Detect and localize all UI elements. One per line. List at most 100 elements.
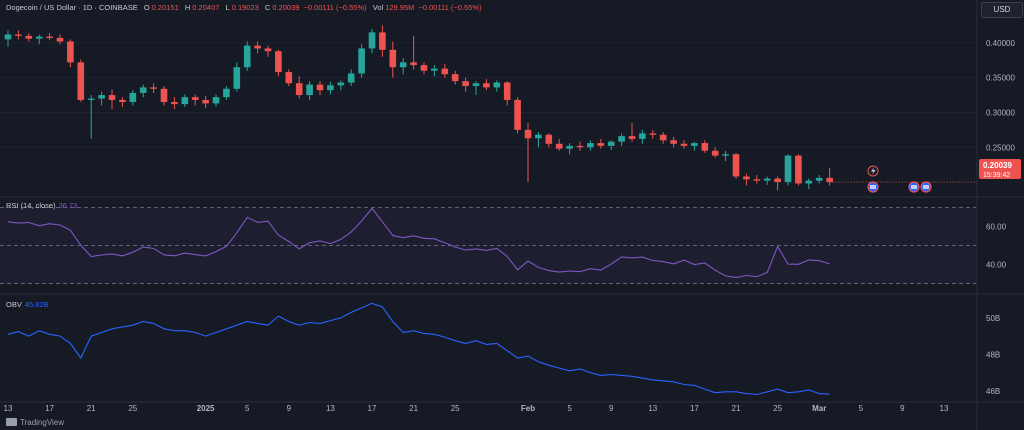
candle-body bbox=[399, 62, 407, 68]
symbol-title[interactable]: Dogecoin / US Dollar · 1D · COINBASE bbox=[6, 3, 138, 12]
tradingview-branding[interactable]: TradingView bbox=[6, 418, 64, 427]
candle-body bbox=[826, 177, 833, 183]
candle-body bbox=[379, 32, 386, 50]
candle-body bbox=[119, 99, 126, 103]
lightning-glyph bbox=[871, 167, 876, 175]
candle-body bbox=[587, 143, 594, 148]
obv-tick-label: 50B bbox=[986, 314, 1000, 323]
candle-body bbox=[503, 82, 511, 100]
candle-body bbox=[732, 154, 740, 177]
us-flag-stripes bbox=[923, 185, 929, 189]
open-label: O bbox=[143, 3, 150, 12]
candle-body bbox=[202, 99, 209, 104]
time-tick-label: 25 bbox=[128, 404, 137, 413]
time-tick-label: 13 bbox=[648, 404, 657, 413]
candle-body bbox=[150, 87, 157, 89]
event-markers[interactable] bbox=[867, 165, 932, 193]
candle-body bbox=[98, 95, 105, 99]
candle-body bbox=[15, 34, 22, 36]
time-tick-label: 17 bbox=[368, 404, 377, 413]
candle-body bbox=[285, 72, 293, 84]
time-tick-label: 25 bbox=[451, 404, 460, 413]
candle-body bbox=[628, 136, 636, 139]
candle-body bbox=[639, 133, 646, 139]
us-flag-stripes bbox=[911, 185, 917, 189]
candle-body bbox=[618, 136, 625, 142]
time-tick-label: Feb bbox=[521, 404, 535, 413]
change-value: −0.00111 (−0.55%) bbox=[303, 3, 367, 12]
candle-body bbox=[87, 98, 95, 100]
candle-body bbox=[514, 99, 521, 130]
rsi-legend[interactable]: RSI (14, close) 36.73 bbox=[6, 201, 77, 210]
candle-body bbox=[410, 62, 417, 66]
candle-body bbox=[347, 73, 355, 83]
candle-body bbox=[649, 133, 657, 135]
candle-body bbox=[472, 83, 480, 87]
candle-body bbox=[545, 134, 553, 144]
candle-body bbox=[67, 41, 74, 63]
candle-body bbox=[441, 68, 449, 75]
candle-body bbox=[597, 143, 605, 146]
candle-body bbox=[795, 155, 802, 184]
price-pane[interactable]: 0.25000 0.30000 0.35000 0.40000 bbox=[0, 25, 1015, 191]
candle-body bbox=[160, 88, 168, 103]
candle-body bbox=[25, 35, 33, 39]
candle-body bbox=[701, 143, 709, 151]
currency-button[interactable]: USD bbox=[981, 2, 1023, 18]
candle-body bbox=[181, 97, 189, 105]
candle-body bbox=[743, 176, 750, 180]
candle-body bbox=[56, 37, 64, 42]
obv-name[interactable]: OBV bbox=[6, 300, 22, 309]
time-tick-label: 13 bbox=[940, 404, 949, 413]
rsi-tick-label: 40.00 bbox=[986, 261, 1007, 270]
candle-body bbox=[212, 97, 220, 104]
candle-body bbox=[763, 178, 771, 181]
rsi-tick-label: 60.00 bbox=[986, 223, 1007, 232]
candle-body bbox=[691, 143, 698, 146]
obv-tick-label: 48B bbox=[986, 350, 1000, 359]
candle-body bbox=[108, 95, 116, 100]
candle-body bbox=[316, 84, 324, 91]
candle-body bbox=[139, 87, 147, 93]
candle-body bbox=[607, 141, 615, 146]
candle-body bbox=[805, 180, 813, 184]
last-price-badge bbox=[979, 159, 1021, 179]
vol-label: Vol bbox=[372, 3, 384, 12]
price-tick-label: 0.40000 bbox=[986, 39, 1015, 48]
obv-legend[interactable]: OBV 45.82B bbox=[6, 300, 49, 309]
obv-line bbox=[7, 302, 830, 396]
time-tick-label: 5 bbox=[567, 404, 572, 413]
candle-body bbox=[358, 48, 365, 74]
candle-body bbox=[389, 49, 397, 68]
candle-body bbox=[420, 65, 428, 71]
time-tick-label: 13 bbox=[326, 404, 335, 413]
candle-body bbox=[483, 83, 490, 88]
time-tick-label: 21 bbox=[732, 404, 741, 413]
time-tick-label: 9 bbox=[609, 404, 614, 413]
candle-body bbox=[337, 82, 345, 86]
price-tick-label: 0.25000 bbox=[986, 143, 1015, 152]
rsi-pane[interactable]: 40.00 60.00 bbox=[0, 207, 1007, 284]
open-value: 0.20151 bbox=[151, 3, 179, 12]
candle-body bbox=[815, 177, 823, 181]
us-flag-stripes bbox=[870, 185, 876, 189]
candle-body bbox=[659, 134, 667, 141]
time-axis[interactable]: 13 17 21 25 2025 5 9 13 17 21 25 Feb 5 9 13 17 21 25 Mar 5 9… bbox=[4, 404, 949, 413]
time-tick-label: 17 bbox=[690, 404, 699, 413]
price-tick-label: 0.30000 bbox=[986, 108, 1015, 117]
vol-change-value: −0.00111 (−0.55%) bbox=[418, 3, 482, 12]
candle-body bbox=[670, 140, 677, 144]
time-tick-label: 25 bbox=[773, 404, 782, 413]
rsi-name[interactable]: RSI (14, close) bbox=[6, 201, 56, 210]
time-tick-label: 13 bbox=[4, 404, 13, 413]
close-value: 0.20039 bbox=[272, 3, 300, 12]
symbol-legend[interactable]: Dogecoin / US Dollar · 1D · COINBASE O 0.… bbox=[6, 3, 482, 12]
candle-body bbox=[191, 97, 199, 100]
last-price-countdown: 15:39:42 bbox=[983, 172, 1010, 179]
low-label: L bbox=[225, 3, 230, 12]
time-tick-label: 5 bbox=[859, 404, 864, 413]
candle-body bbox=[555, 143, 563, 149]
obv-pane[interactable]: 46B 48B 50B bbox=[7, 302, 1000, 396]
candle-body bbox=[753, 179, 761, 181]
